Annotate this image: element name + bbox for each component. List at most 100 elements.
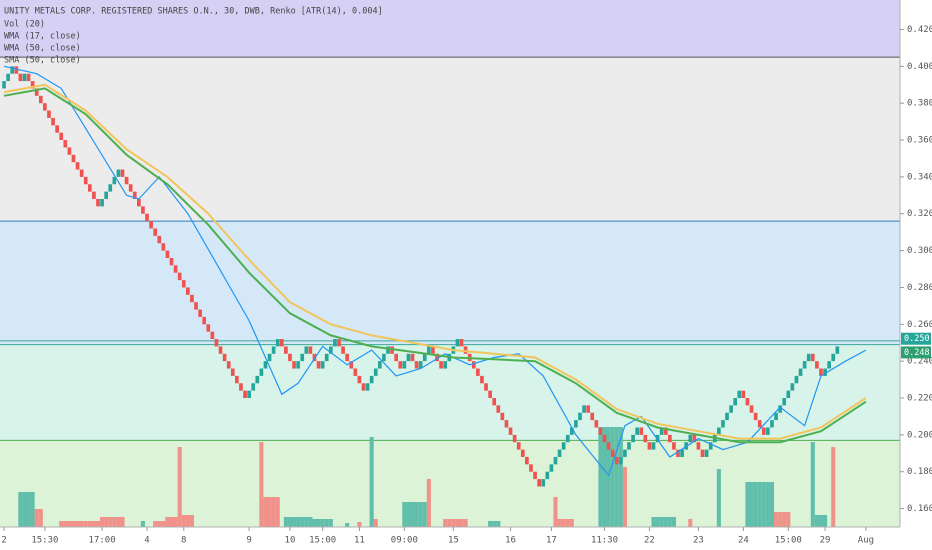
renko-brick [598, 427, 603, 435]
renko-brick [214, 339, 219, 347]
volume-bar [655, 517, 660, 527]
renko-brick [288, 353, 292, 362]
x-tick-label: 11 [354, 536, 365, 546]
volume-bar [761, 482, 766, 527]
volume-bar [140, 521, 145, 527]
x-tick-label: 22 [644, 536, 655, 546]
renko-brick [6, 73, 10, 82]
x-tick-label: 16 [505, 536, 516, 546]
renko-brick [639, 427, 644, 435]
volume-bar [287, 517, 293, 527]
renko-brick [22, 73, 27, 82]
volume-bar [786, 512, 791, 527]
x-tick-label: 9 [246, 536, 251, 546]
renko-brick [831, 353, 836, 362]
renko-brick [480, 375, 484, 384]
renko-brick [145, 213, 149, 222]
volume-bar [95, 521, 101, 527]
renko-brick [96, 199, 100, 207]
renko-brick [26, 73, 31, 82]
moving-average-line [3, 65, 867, 477]
renko-brick [557, 449, 562, 457]
volume-bar [83, 521, 88, 527]
y-tick-label: 0.180 [907, 467, 932, 477]
renko-brick [590, 412, 595, 421]
volume-bar [120, 517, 125, 527]
renko-brick [75, 162, 80, 170]
renko-brick [259, 368, 264, 376]
renko-brick [729, 405, 733, 413]
renko-brick [733, 398, 738, 406]
renko-brick [680, 449, 684, 457]
volume-bar [451, 519, 456, 527]
volume-bar [304, 517, 309, 527]
volume-bar [91, 521, 96, 527]
renko-brick [594, 420, 599, 428]
renko-brick [255, 375, 260, 384]
volume-bar [63, 521, 68, 527]
renko-brick [488, 390, 492, 399]
renko-brick [516, 442, 521, 450]
renko-brick [79, 169, 84, 177]
renko-brick [235, 375, 239, 384]
volume-bar [59, 521, 64, 527]
renko-brick [537, 479, 541, 487]
volume-bar [745, 482, 750, 527]
renko-brick [263, 361, 268, 369]
legend-title: UNITY METALS CORP. REGISTERED SHARES O.N… [4, 7, 383, 17]
renko-brick [398, 361, 403, 369]
volume-bar [831, 447, 836, 527]
renko-brick [504, 420, 509, 428]
x-tick-label: 15:00 [775, 536, 802, 546]
renko-brick [602, 434, 607, 443]
volume-bar [173, 517, 178, 527]
volume-bar [104, 517, 109, 527]
renko-brick [614, 456, 619, 465]
renko-brick [835, 346, 840, 354]
moving-average-line [3, 87, 867, 444]
renko-brick [55, 125, 59, 133]
renko-brick [508, 427, 513, 435]
renko-brick [369, 375, 374, 384]
renko-brick [337, 339, 341, 347]
zone-band [0, 57, 900, 222]
y-tick-label: 0.240 [907, 357, 932, 367]
zone-band [0, 221, 900, 345]
renko-brick [63, 140, 68, 148]
volume-bar [308, 517, 313, 527]
renko-brick [202, 316, 207, 325]
volume-bar [316, 519, 321, 527]
renko-brick [108, 184, 113, 192]
renko-brick [704, 449, 709, 457]
volume-bar [108, 517, 113, 527]
renko-brick [271, 346, 276, 354]
renko-brick [766, 427, 770, 435]
renko-brick [394, 353, 399, 362]
renko-brick [741, 390, 746, 399]
volume-bar [369, 437, 374, 527]
volume-bar [447, 519, 452, 527]
volume-bar [688, 519, 693, 527]
renko-brick [43, 103, 47, 111]
price-axis [900, 0, 932, 550]
renko-brick [692, 434, 697, 443]
volume-bar [818, 515, 824, 527]
volume-bar [87, 521, 92, 527]
renko-brick [471, 361, 476, 369]
renko-brick [128, 184, 133, 192]
volume-bar [357, 522, 362, 527]
renko-brick [149, 221, 153, 229]
renko-brick [753, 412, 758, 421]
renko-brick [267, 353, 272, 362]
renko-brick [349, 361, 354, 369]
legend-line: WMA (50, close) [4, 44, 81, 54]
renko-brick [435, 353, 439, 362]
renko-brick [157, 235, 162, 244]
volume-bar [488, 521, 493, 527]
renko-brick [545, 471, 550, 480]
volume-bar [22, 492, 27, 527]
renko-brick [186, 287, 190, 295]
renko-brick [345, 353, 349, 362]
volume-bar [455, 519, 460, 527]
renko-brick [210, 331, 215, 340]
